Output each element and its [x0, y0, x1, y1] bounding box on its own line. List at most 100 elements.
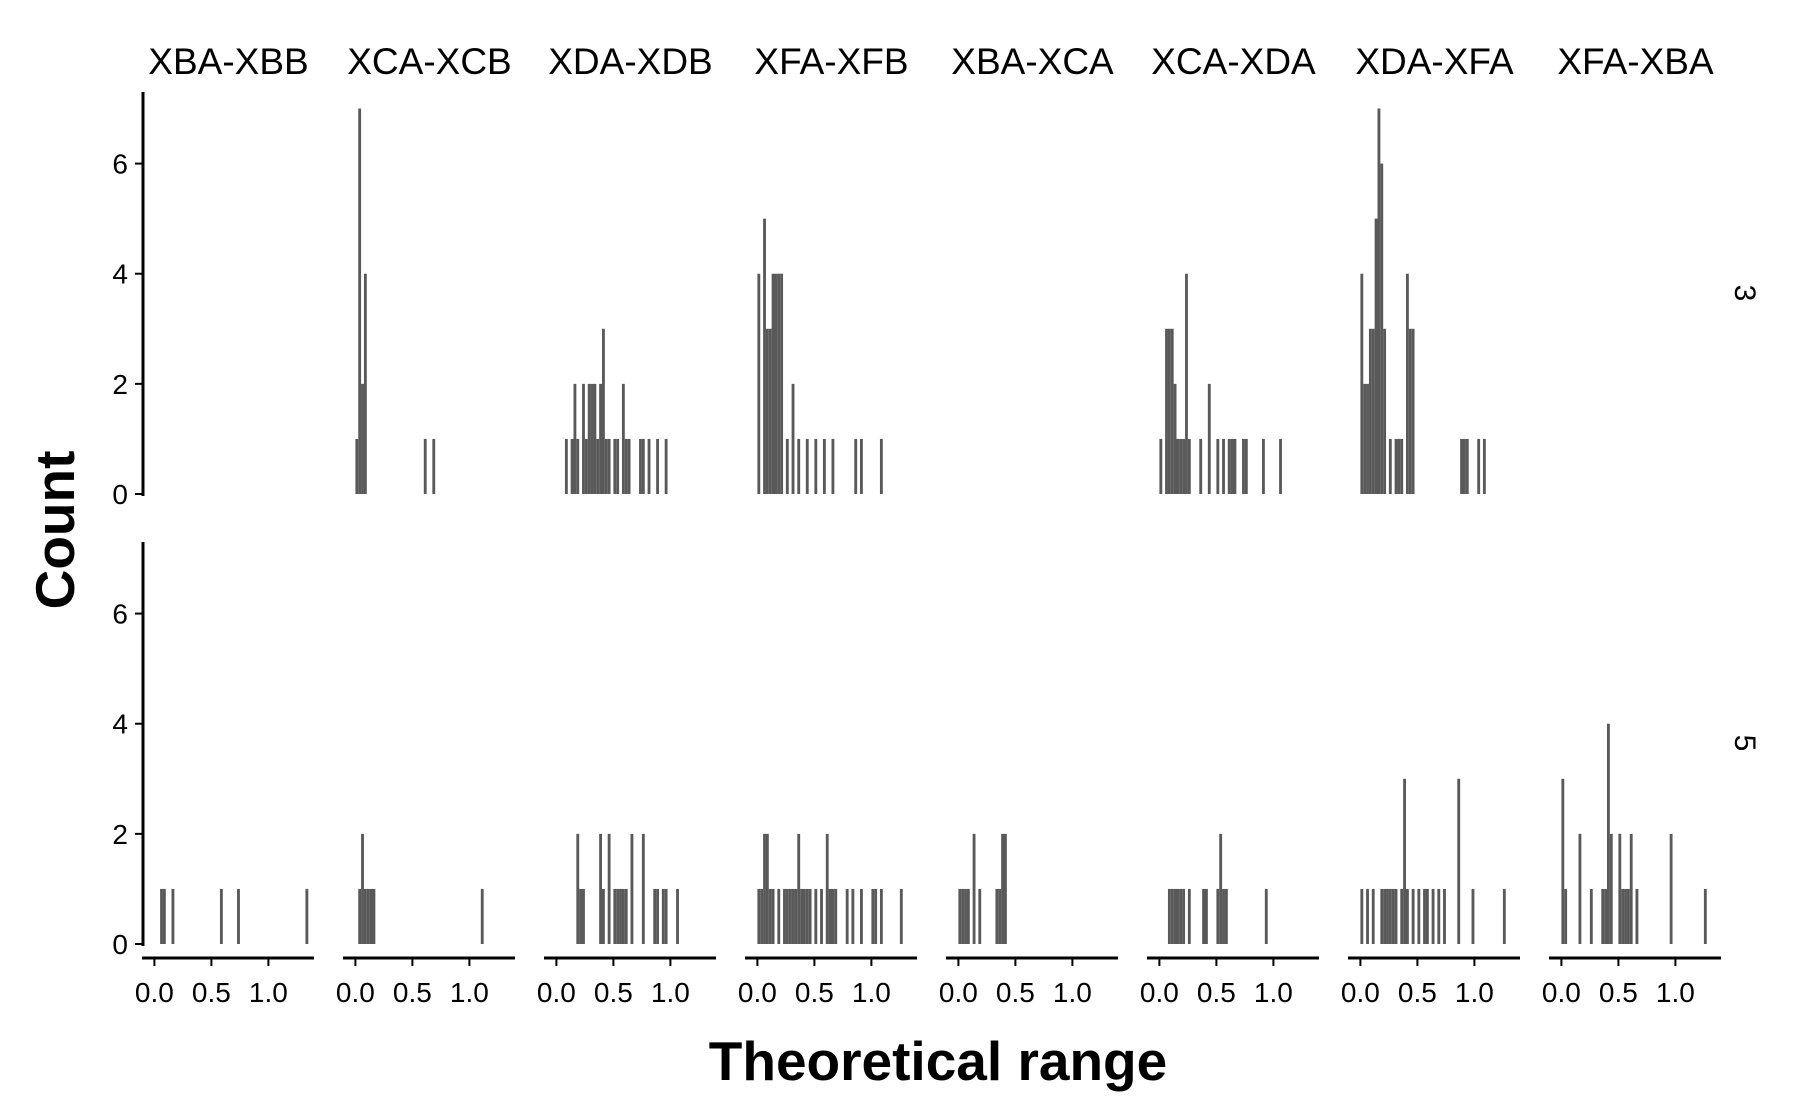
histogram-bar	[1388, 888, 1392, 944]
histogram-bar	[805, 888, 809, 944]
histogram-panel	[958, 833, 1007, 944]
histogram-bar	[1230, 438, 1234, 494]
histogram-panel	[757, 833, 903, 944]
histogram-bar	[582, 383, 585, 494]
column-strip-label: XBA-XCA	[951, 41, 1114, 82]
histogram-bar	[831, 888, 835, 944]
histogram-bar	[1170, 328, 1174, 494]
x-tick-label: 0.0	[939, 977, 978, 1008]
histogram-bar	[1394, 438, 1398, 494]
histogram-bar	[1371, 328, 1375, 494]
x-axis: 0.0 0.5 1.0	[537, 956, 716, 1008]
histogram-bar	[1176, 888, 1180, 944]
histogram-bar	[1173, 383, 1177, 494]
histogram-bar	[966, 888, 970, 944]
histogram-bar	[879, 888, 883, 944]
histogram-bar	[820, 888, 823, 944]
histogram-bar	[998, 888, 1002, 944]
histogram-bar	[630, 833, 634, 944]
histogram-bar	[423, 438, 427, 494]
histogram-bar	[1179, 888, 1183, 944]
histogram-bar	[1624, 888, 1627, 944]
histogram-bar	[570, 438, 574, 494]
x-tick-label: 0.5	[1398, 977, 1437, 1008]
histogram-bar	[825, 833, 829, 944]
histogram-bar	[845, 888, 849, 944]
column-strip-label: XFA-XBA	[1557, 41, 1714, 82]
histogram-bar	[661, 888, 665, 944]
histogram-bar	[564, 438, 568, 494]
histogram-bar	[785, 438, 789, 494]
histogram-bar	[995, 888, 999, 944]
histogram-panel	[1561, 723, 1707, 944]
histogram-bar	[219, 888, 223, 944]
histogram-bar	[771, 888, 775, 944]
histogram-bar	[1366, 383, 1369, 494]
histogram-bar	[1004, 833, 1007, 944]
histogram-bar	[363, 273, 367, 494]
histogram-bar	[363, 888, 367, 944]
histogram-bar	[1207, 383, 1211, 494]
histogram-bar	[1604, 888, 1607, 944]
histogram-bar	[1167, 328, 1171, 494]
histogram-bar	[1159, 438, 1163, 494]
histogram-bar	[1589, 888, 1593, 944]
histogram-bar	[1443, 888, 1446, 944]
histogram-bar	[765, 328, 769, 494]
histogram-bar	[1262, 438, 1265, 494]
histogram-bar	[1233, 438, 1237, 494]
histogram-bar	[621, 383, 625, 494]
y-tick-label: 6	[112, 599, 128, 630]
x-tick-label: 0.5	[594, 977, 633, 1008]
histogram-bar	[1403, 778, 1406, 944]
y-axis-title: Count	[24, 451, 86, 610]
histogram-bar	[576, 438, 580, 494]
histogram-bar	[624, 438, 628, 494]
histogram-bar	[1182, 438, 1186, 494]
y-axis: 0 2 4 6	[112, 542, 145, 960]
histogram-bar	[1437, 888, 1441, 944]
histogram-bar	[1400, 438, 1404, 494]
x-tick-label: 0.5	[393, 977, 432, 1008]
x-axis: 0.0 0.5 1.0	[135, 956, 314, 1008]
histogram-bar	[871, 888, 875, 944]
histogram-panel	[1360, 778, 1506, 944]
x-tick-label: 0.0	[537, 977, 576, 1008]
histogram-bar	[1244, 438, 1248, 494]
x-tick-label: 0.0	[1140, 977, 1179, 1008]
histogram-bar	[1400, 888, 1404, 944]
histogram-bar	[1618, 833, 1622, 944]
histogram-bar	[1482, 438, 1486, 494]
histogram-bar	[1222, 888, 1225, 944]
histogram-bar	[1366, 888, 1369, 944]
histogram-bar	[763, 833, 766, 944]
histogram-bar	[1380, 163, 1384, 494]
histogram-bar	[480, 888, 484, 944]
histogram-bar	[372, 888, 376, 944]
x-tick-label: 0.0	[1341, 977, 1380, 1008]
x-tick-label: 0.5	[1599, 977, 1638, 1008]
histogram-bar	[961, 888, 965, 944]
histogram-bar	[237, 888, 240, 944]
histogram-bar	[432, 438, 436, 494]
histogram-bar	[1607, 723, 1610, 944]
histogram-bar	[1609, 833, 1613, 944]
column-strip-label: XCA-XDA	[1151, 41, 1316, 82]
histogram-bar	[664, 888, 668, 944]
histogram-bar	[822, 438, 826, 494]
histogram-bar	[1279, 438, 1282, 494]
histogram-bar	[599, 833, 602, 944]
histogram-panel	[1159, 273, 1282, 494]
histogram-bar	[797, 438, 801, 494]
row-strip-label: 5	[1728, 735, 1761, 752]
histogram-bar	[1380, 888, 1384, 944]
histogram-bar	[771, 273, 775, 494]
histogram-bar	[579, 888, 583, 944]
histogram-bar	[1199, 438, 1203, 494]
histogram-bar	[757, 888, 761, 944]
histogram-bar	[777, 273, 781, 494]
histogram-bar	[1222, 438, 1225, 494]
histogram-bar	[774, 273, 778, 494]
histogram-bar	[1626, 888, 1630, 944]
